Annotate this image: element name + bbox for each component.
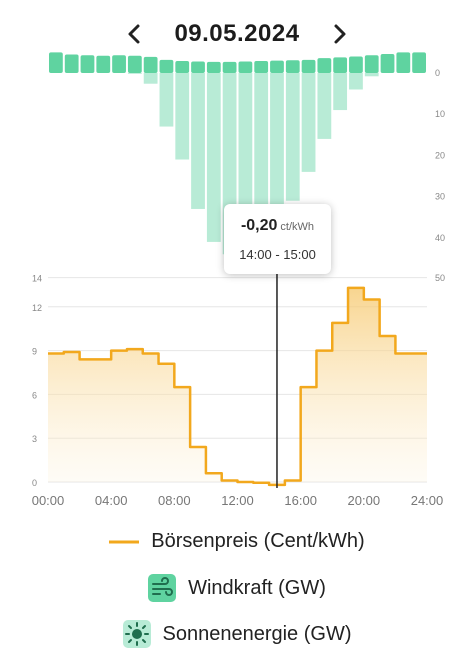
legend-price-label: Börsenpreis (Cent/kWh) — [151, 530, 365, 552]
energy-axis: 0 10 20 30 40 50 — [435, 68, 445, 283]
time-tick-label: 00:00 — [32, 493, 65, 508]
tooltip-time: 14:00 - 15:00 — [239, 247, 316, 262]
wind-bar — [175, 61, 190, 73]
wind-bar — [127, 55, 142, 73]
wind-icon — [148, 574, 177, 602]
wind-bar — [238, 61, 253, 73]
time-tick-label: 16:00 — [284, 493, 317, 508]
price-line — [48, 286, 427, 487]
energy-price-chart[interactable]: 0 10 20 30 40 50 0 3 6 9 12 14 00:00 04:00 08:00 12:0… — [0, 0, 474, 520]
wind-bar — [112, 55, 126, 73]
solar-bar — [191, 73, 205, 209]
wind-bar — [80, 55, 95, 73]
time-tick-label: 24:00 — [411, 493, 444, 508]
previous-day-button[interactable] — [114, 14, 154, 54]
price-tick-label: 12 — [32, 303, 42, 313]
price-tick-label: 3 — [32, 434, 37, 444]
price-line-swatch — [109, 540, 140, 543]
solar-bar — [206, 73, 221, 242]
wind-bar — [49, 52, 63, 73]
energy-tick-label: 20 — [435, 150, 445, 160]
date-navigator: 09.05.2024 — [0, 14, 474, 54]
wind-bar — [333, 57, 348, 73]
solar-bar — [349, 73, 363, 90]
wind-bar — [412, 52, 426, 73]
wind-bar — [349, 56, 363, 73]
energy-tick-label: 40 — [435, 233, 445, 243]
energy-tick-label: 30 — [435, 192, 445, 202]
sun-icon — [122, 620, 151, 648]
chevron-left-icon — [128, 24, 140, 44]
chevron-right-icon — [334, 24, 346, 44]
energy-tick-label: 0 — [435, 68, 440, 78]
time-tick-label: 12:00 — [221, 493, 254, 508]
wind-bar — [206, 61, 221, 73]
wind-bar — [143, 56, 158, 73]
legend-wind-label: Windkraft (GW) — [188, 576, 326, 599]
solar-bar — [333, 73, 348, 111]
energy-tick-label: 10 — [435, 109, 445, 119]
wind-bar — [364, 55, 379, 73]
wind-bar — [96, 55, 111, 73]
legend-price[interactable]: Börsenpreis (Cent/kWh) — [0, 530, 474, 553]
time-axis: 00:00 04:00 08:00 12:00 16:00 20:00 24:00 — [32, 493, 444, 508]
wind-bar — [64, 54, 79, 73]
legend-solar-label: Sonnenenergie (GW) — [162, 622, 352, 645]
next-day-button[interactable] — [320, 14, 360, 54]
solar-bar — [301, 73, 316, 172]
price-tick-label: 0 — [32, 478, 37, 488]
price-tick-label: 6 — [32, 390, 37, 400]
wind-bar — [191, 61, 205, 73]
selected-date[interactable]: 09.05.2024 — [174, 20, 300, 47]
wind-bar — [222, 61, 237, 73]
time-tick-label: 20:00 — [348, 493, 381, 508]
wind-bar — [380, 54, 395, 73]
price-tooltip: -0,20 ct/kWh 14:00 - 15:00 — [224, 204, 331, 274]
price-tick-label: 9 — [32, 347, 37, 357]
wind-bar — [317, 58, 332, 73]
wind-bar — [396, 52, 411, 73]
solar-bar — [143, 73, 158, 84]
solar-bar — [317, 73, 332, 139]
tooltip-unit: ct/kWh — [280, 221, 315, 233]
solar-bar — [364, 73, 379, 77]
wind-bar — [301, 59, 316, 73]
solar-bar — [159, 73, 174, 127]
tooltip-price: -0,20 — [240, 217, 278, 234]
legend-solar[interactable]: Sonnenenergie (GW) — [0, 620, 474, 648]
time-tick-label: 08:00 — [158, 493, 191, 508]
wind-bar — [159, 59, 174, 73]
price-tick-label: 14 — [32, 274, 42, 284]
price-area — [48, 287, 427, 485]
wind-bar — [254, 61, 269, 73]
legend-wind[interactable]: Windkraft (GW) — [0, 574, 474, 602]
solar-bar — [285, 73, 300, 201]
solar-bar — [127, 73, 142, 74]
wind-bar — [270, 60, 284, 73]
wind-bars — [49, 52, 426, 73]
energy-tick-label: 50 — [435, 273, 445, 283]
solar-bar — [270, 73, 284, 238]
solar-bar — [175, 73, 190, 160]
time-tick-label: 04:00 — [95, 493, 128, 508]
wind-bar — [285, 60, 300, 73]
